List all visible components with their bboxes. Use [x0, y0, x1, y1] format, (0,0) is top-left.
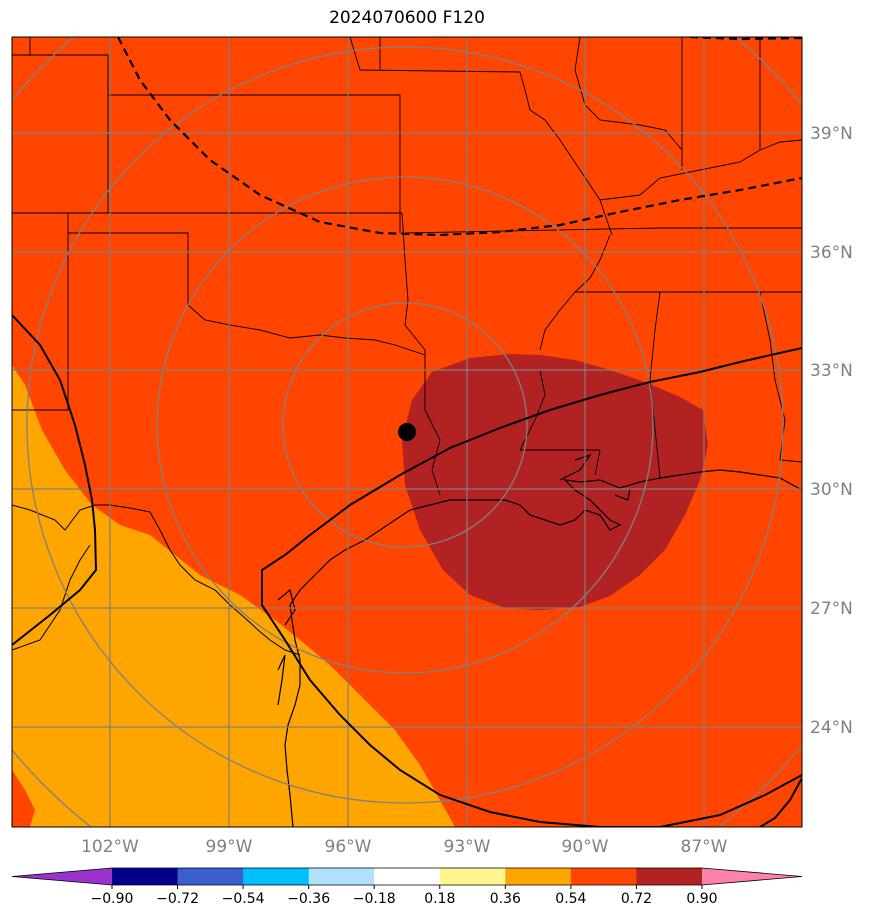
gridlines — [12, 37, 802, 827]
colorbar-tick-label: 0.36 — [490, 891, 521, 907]
colorbar-tick-label: −0.72 — [156, 891, 199, 907]
colorbar-tick-label: −0.18 — [353, 891, 396, 907]
colorbar-tick-labels: −0.90 −0.72 −0.54 −0.36 −0.18 0.18 0.36 0.54 0.7… — [91, 885, 718, 907]
colorbar-bin — [439, 868, 506, 885]
x-tick-label: 99°W — [206, 837, 253, 857]
colorbar-tick-label: −0.36 — [287, 891, 330, 907]
solid-contour-se — [759, 777, 802, 827]
x-tick-labels: 102°W 99°W 96°W 93°W 90°W 87°W — [81, 837, 728, 857]
colorbar-bin — [112, 868, 179, 885]
y-tick-label: 33°N — [810, 361, 853, 381]
colorbar-tick-label: 0.72 — [621, 891, 652, 907]
x-tick-label: 102°W — [81, 837, 139, 857]
dashed-contour-top — [689, 37, 802, 41]
y-tick-label: 36°N — [810, 243, 853, 263]
colorbar-extend-high — [702, 868, 802, 885]
y-tick-label: 30°N — [810, 480, 853, 500]
colorbar-bin — [570, 868, 637, 885]
colorbar-tick-label: 0.18 — [424, 891, 455, 907]
field-orange — [12, 365, 455, 827]
field-dark-red — [402, 354, 708, 610]
colorbar-bin — [374, 868, 441, 885]
x-tick-label: 87°W — [681, 837, 728, 857]
solid-contour-west — [12, 314, 98, 646]
dashed-contour — [117, 37, 802, 237]
colorbar-bin — [177, 868, 244, 885]
chart-title: 2024070600 F120 — [329, 8, 485, 28]
y-tick-labels: 39°N 36°N 33°N 30°N 27°N 24°N — [810, 124, 853, 738]
colorbar-extend-low — [12, 868, 112, 885]
map-frame — [11, 36, 803, 828]
colorbar — [11, 867, 803, 886]
solid-contour — [261, 347, 802, 827]
colorbar-tick-label: 0.54 — [555, 891, 586, 907]
colorbar-bin — [636, 868, 703, 885]
colorbar-bin — [505, 868, 572, 885]
x-tick-label: 93°W — [444, 837, 491, 857]
y-tick-label: 27°N — [810, 599, 853, 619]
storm-center-marker — [398, 423, 416, 441]
colorbar-bin — [308, 868, 375, 885]
mexico-border — [12, 504, 301, 656]
y-tick-label: 39°N — [810, 124, 853, 144]
colorbar-tick-label: −0.90 — [91, 891, 134, 907]
colorbar-bin — [243, 868, 310, 885]
field-orange-patch — [12, 770, 35, 827]
y-tick-label: 24°N — [810, 718, 853, 738]
colorbar-tick-label: 0.90 — [686, 891, 717, 907]
x-tick-label: 90°W — [562, 837, 609, 857]
colorbar-tick-label: −0.54 — [222, 891, 265, 907]
x-tick-label: 96°W — [325, 837, 372, 857]
